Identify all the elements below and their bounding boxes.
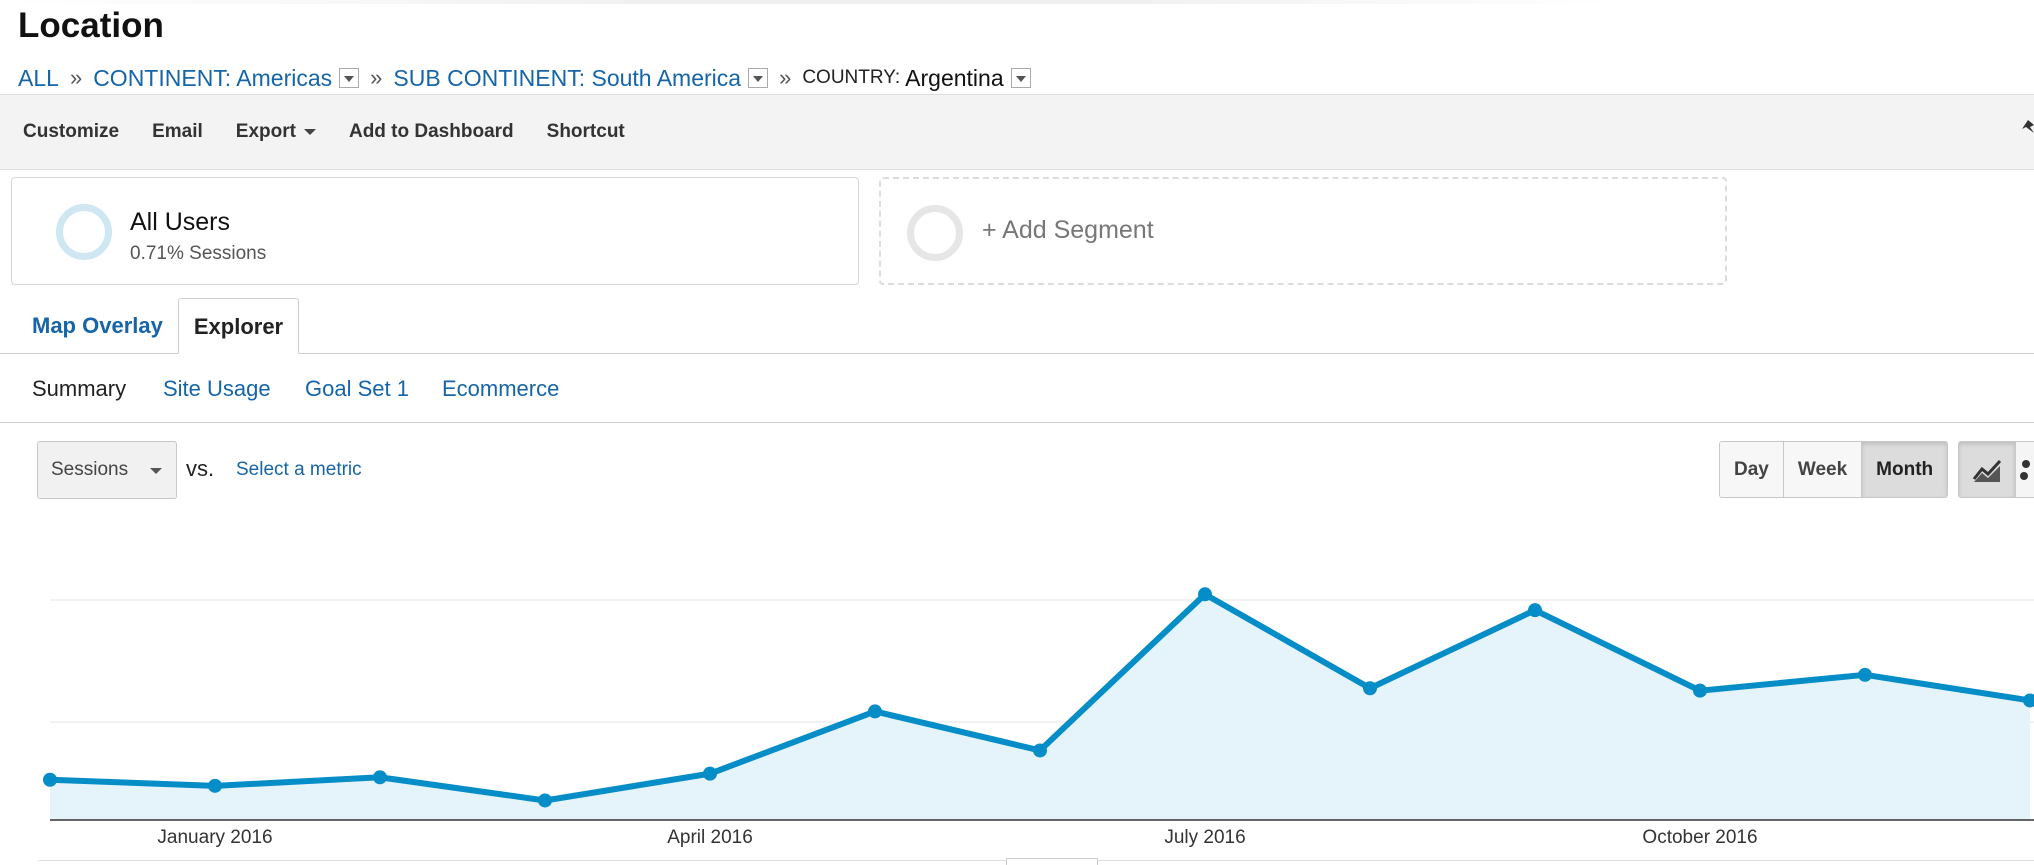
add-to-dashboard-button[interactable]: Add to Dashboard bbox=[348, 121, 514, 142]
tab-site-usage[interactable]: Site Usage bbox=[163, 376, 271, 401]
x-tick-label: January 2016 bbox=[157, 827, 273, 848]
data-point[interactable] bbox=[1363, 681, 1377, 696]
breadcrumb-country-key: COUNTRY: bbox=[802, 67, 901, 88]
tab-summary[interactable]: Summary bbox=[32, 376, 127, 401]
sessions-area bbox=[50, 594, 2030, 820]
period-month-button[interactable]: Month bbox=[1862, 442, 1948, 497]
data-point[interactable] bbox=[538, 793, 552, 808]
country-dropdown-icon[interactable] bbox=[1010, 68, 1031, 88]
line-chart-icon[interactable] bbox=[1959, 442, 2016, 497]
sessions-line-chart bbox=[43, 587, 2034, 821]
breadcrumb-subcontinent-link[interactable]: SUB CONTINENT: South America bbox=[393, 64, 742, 91]
data-point[interactable] bbox=[208, 778, 222, 793]
data-point[interactable] bbox=[373, 770, 387, 785]
breadcrumb: ALL » CONTINENT: Americas » SUB CONTINEN… bbox=[18, 62, 1031, 94]
breadcrumb-separator: » bbox=[779, 65, 792, 90]
select-compare-metric-link[interactable]: Select a metric bbox=[236, 459, 362, 480]
motion-chart-icon[interactable] bbox=[2016, 442, 2034, 497]
breadcrumb-separator: » bbox=[69, 65, 83, 90]
chevron-down-icon bbox=[303, 128, 316, 135]
chart-type-selector bbox=[1958, 441, 2034, 498]
data-point[interactable] bbox=[1198, 587, 1212, 602]
breadcrumb-country-value: Argentina bbox=[905, 64, 1004, 91]
data-point[interactable] bbox=[868, 704, 882, 719]
segment-detail: 0.71% Sessions bbox=[130, 243, 267, 264]
data-point[interactable] bbox=[703, 766, 717, 781]
add-segment-button[interactable]: + Add Segment bbox=[879, 177, 1727, 285]
metric-select-value: Sessions bbox=[51, 459, 129, 480]
page-title: Location bbox=[18, 6, 164, 45]
export-button[interactable]: Export bbox=[236, 121, 316, 143]
tab-goal-set-1[interactable]: Goal Set 1 bbox=[305, 376, 409, 401]
view-tabs: Map Overlay Explorer bbox=[0, 298, 2034, 354]
metric-select[interactable]: Sessions bbox=[37, 441, 177, 499]
segment-all-users[interactable]: All Users 0.71% Sessions bbox=[11, 177, 859, 285]
shortcut-button[interactable]: Shortcut bbox=[546, 121, 625, 142]
breadcrumb-separator: » bbox=[370, 65, 383, 90]
tab-ecommerce[interactable]: Ecommerce bbox=[442, 376, 560, 401]
customize-button[interactable]: Customize bbox=[23, 121, 120, 142]
tab-explorer[interactable]: Explorer bbox=[178, 298, 299, 354]
period-week-button[interactable]: Week bbox=[1783, 442, 1863, 497]
period-selector: Day Week Month bbox=[1719, 441, 1949, 498]
sessions-chart: January 2016 April 2016 July 2016 October 2… bbox=[0, 530, 2034, 865]
breadcrumb-all-link[interactable]: ALL bbox=[18, 64, 59, 91]
top-shadow bbox=[0, 0, 1620, 4]
segment-name: All Users bbox=[130, 208, 231, 236]
period-day-button[interactable]: Day bbox=[1720, 442, 1784, 497]
chevron-down-icon bbox=[150, 468, 162, 474]
x-tick-label: April 2016 bbox=[667, 827, 753, 848]
report-toolbar: Customize Email Export Add to Dashboard … bbox=[0, 94, 2034, 170]
export-label: Export bbox=[235, 121, 296, 142]
tab-map-overlay[interactable]: Map Overlay bbox=[32, 313, 163, 338]
data-point[interactable] bbox=[1858, 667, 1872, 682]
data-point[interactable] bbox=[1693, 683, 1707, 698]
explorer-subtabs: Summary Site Usage Goal Set 1 Ecommerce bbox=[0, 354, 2034, 423]
breadcrumb-continent-link[interactable]: CONTINENT: Americas bbox=[93, 64, 333, 91]
empty-segment-donut-icon bbox=[907, 205, 963, 261]
data-point[interactable] bbox=[2023, 693, 2034, 708]
pin-icon[interactable] bbox=[2022, 119, 2034, 135]
x-tick-label: July 2016 bbox=[1164, 827, 1246, 848]
vs-label: vs. bbox=[186, 456, 215, 481]
data-point[interactable] bbox=[1528, 603, 1542, 618]
segment-donut-icon bbox=[56, 204, 112, 260]
subcontinent-dropdown-icon[interactable] bbox=[748, 68, 769, 88]
x-tick-label: October 2016 bbox=[1642, 827, 1758, 848]
email-button[interactable]: Email bbox=[152, 121, 203, 142]
continent-dropdown-icon[interactable] bbox=[339, 68, 360, 88]
data-point[interactable] bbox=[1033, 743, 1047, 758]
add-segment-label: + Add Segment bbox=[982, 216, 1154, 244]
data-point[interactable] bbox=[43, 772, 57, 787]
